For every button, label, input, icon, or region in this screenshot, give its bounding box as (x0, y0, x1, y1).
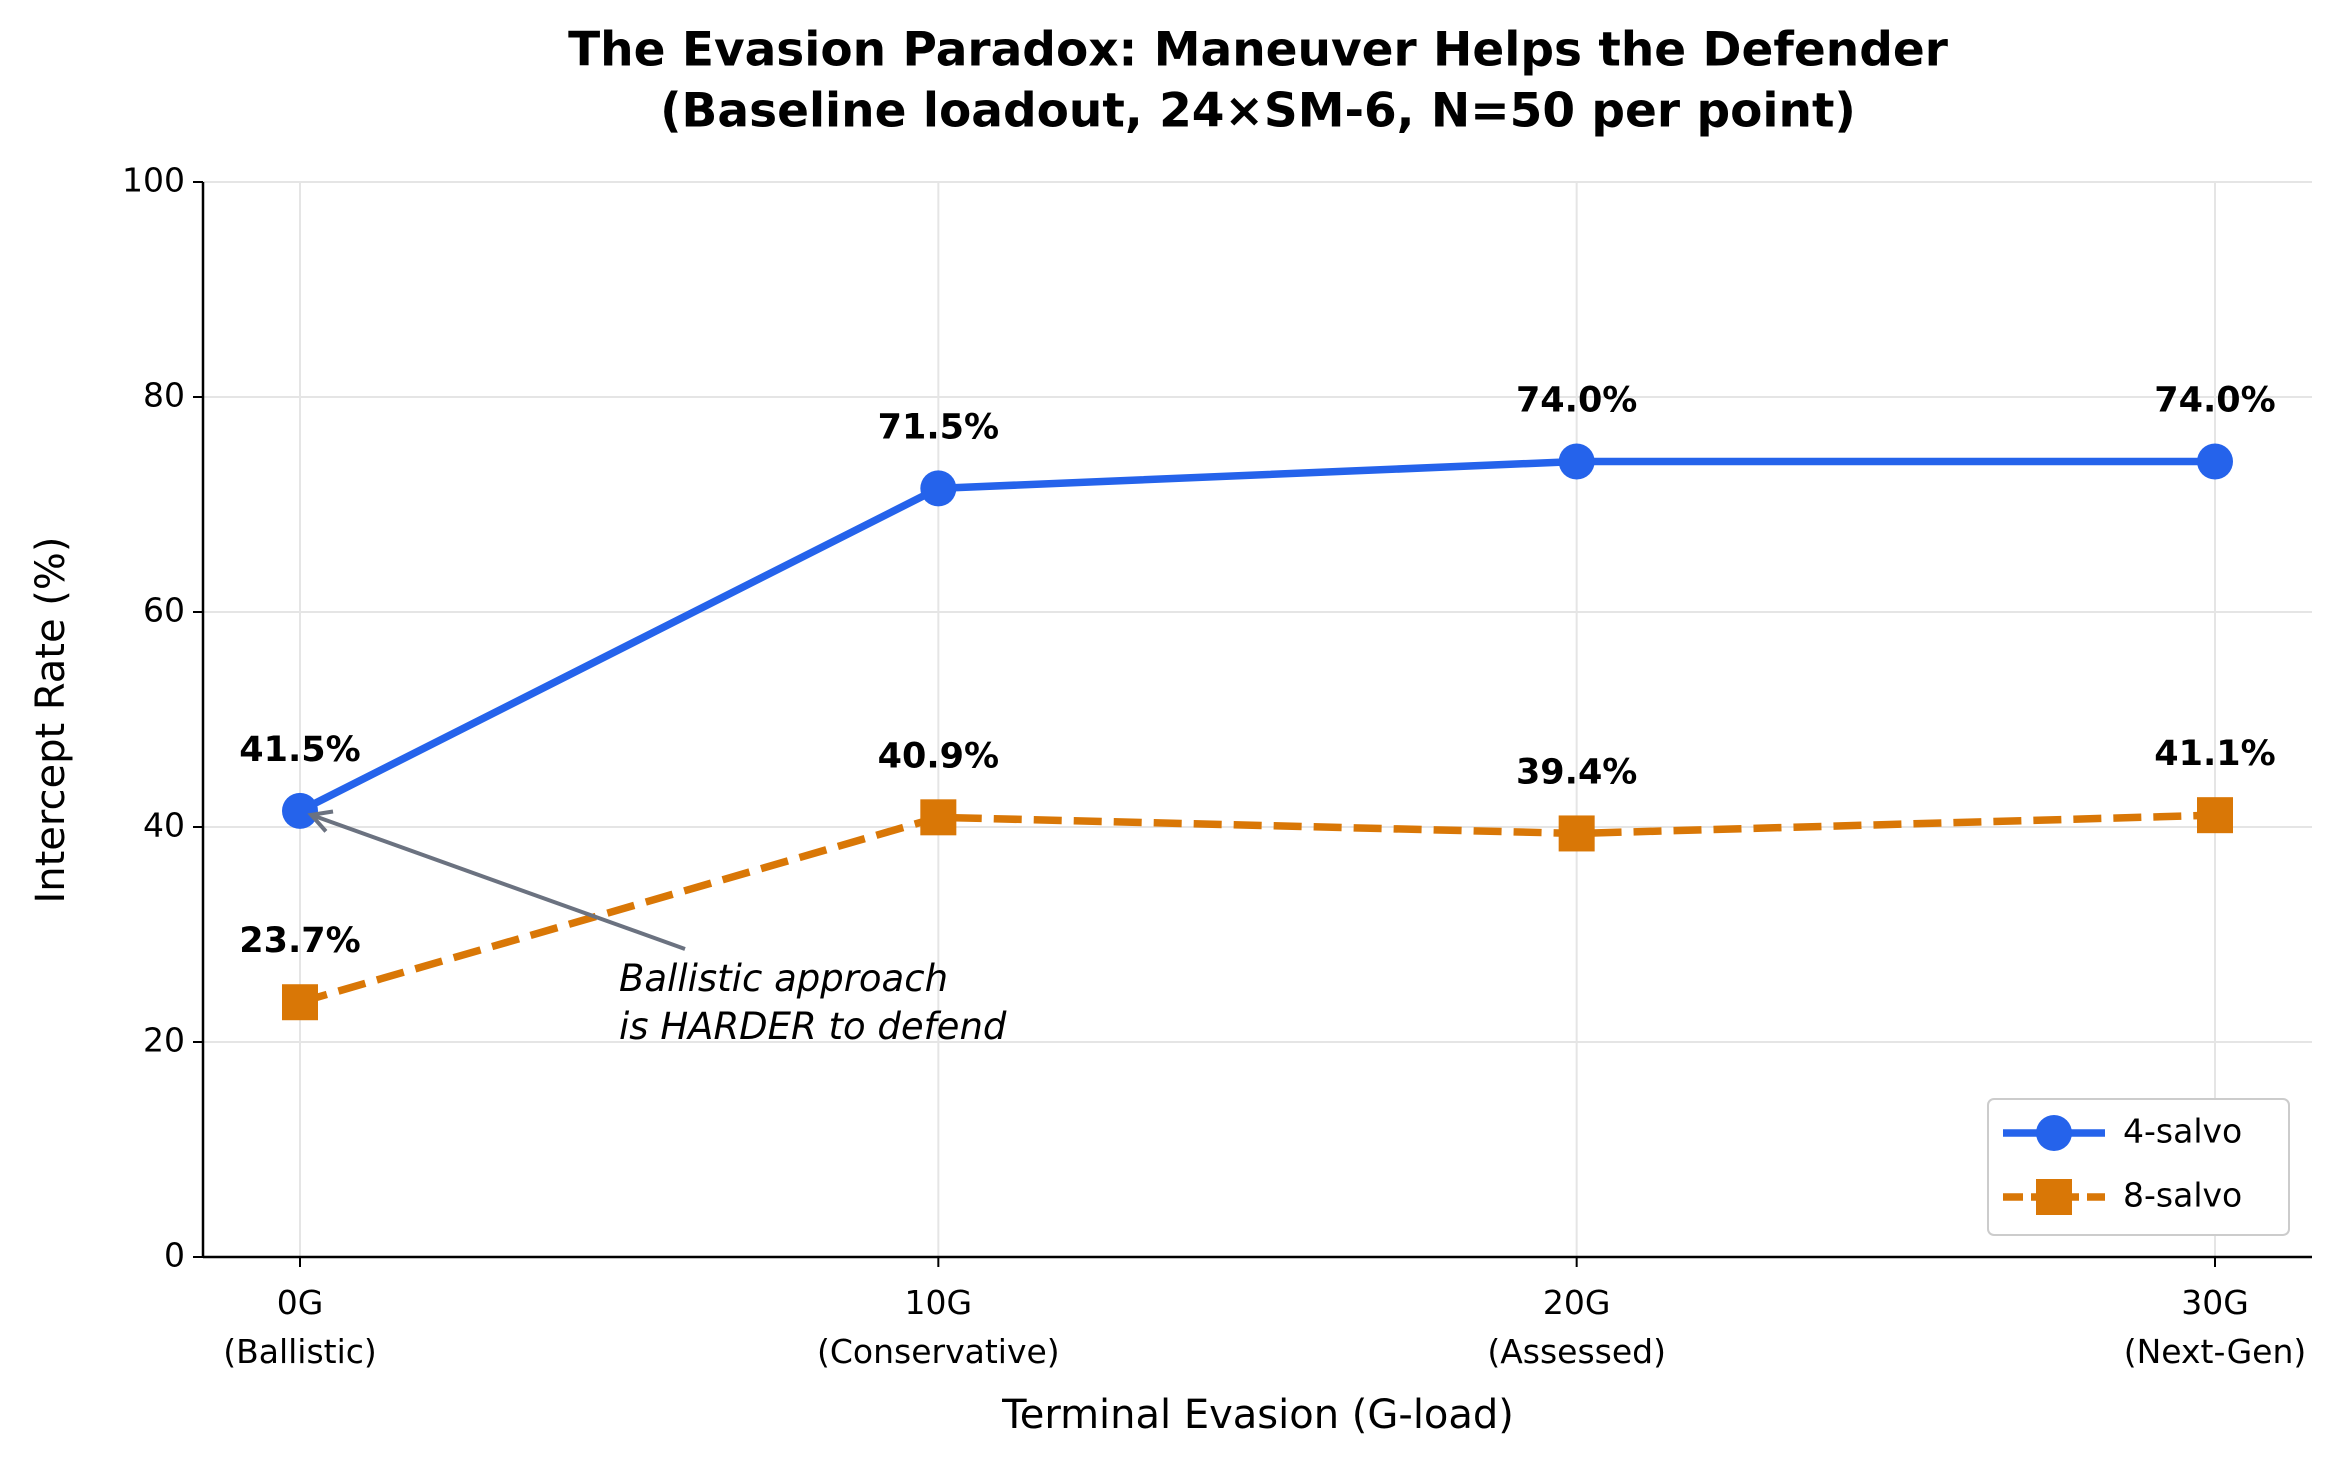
data-label: 39.4% (1516, 752, 1637, 792)
chart-title: The Evasion Paradox: Maneuver Helps the … (568, 23, 1949, 78)
marker (1558, 815, 1595, 852)
data-label: 23.7% (239, 921, 360, 961)
y-tick-label: 20 (143, 1021, 185, 1060)
marker (2197, 797, 2233, 834)
marker (2036, 1179, 2072, 1215)
data-label: 40.9% (878, 736, 999, 776)
series-line (298, 457, 2215, 815)
y-tick-label: 80 (143, 376, 185, 415)
x-tick-label: 0G (Ballistic) (223, 1283, 377, 1371)
y-axis-label: Intercept Rate (%) (28, 536, 74, 903)
legend-label: 4-salvo (2123, 1112, 2242, 1151)
legend-label: 8-salvo (2123, 1176, 2242, 1215)
marker (920, 799, 957, 836)
marker (1558, 443, 1595, 480)
series-line (298, 811, 2216, 1006)
legend: 4-salvo 8-salvo (1987, 1098, 2290, 1236)
data-label: 41.1% (2154, 734, 2275, 774)
marker (920, 470, 957, 507)
y-tick-label: 60 (143, 591, 185, 630)
annotation-arrow (310, 813, 686, 951)
data-label: 71.5% (878, 407, 999, 447)
x-tick-label: 30G (Next-Gen) (2124, 1283, 2307, 1371)
x-tick-label: 20G (Assessed) (1487, 1283, 1666, 1371)
data-label: 74.0% (1516, 381, 1637, 421)
chart-subtitle: (Baseline loadout, 24×SM-6, N=50 per poi… (660, 84, 1856, 139)
annotation-arrowhead (307, 809, 334, 833)
annotation-text: Ballistic approach is HARDER to defend (619, 957, 1007, 1048)
marker (2197, 443, 2233, 480)
marker (282, 792, 318, 829)
x-tick-label: 10G (Conservative) (817, 1283, 1060, 1371)
data-label: 41.5% (239, 730, 360, 770)
y-tick-label: 40 (143, 806, 185, 845)
y-tick-label: 100 (122, 161, 185, 200)
x-axis-label: Terminal Evasion (G-load) (1001, 1392, 1514, 1438)
marker (282, 984, 318, 1021)
y-tick-label: 0 (164, 1236, 185, 1275)
marker (2036, 1115, 2072, 1151)
data-label: 74.0% (2154, 381, 2275, 421)
